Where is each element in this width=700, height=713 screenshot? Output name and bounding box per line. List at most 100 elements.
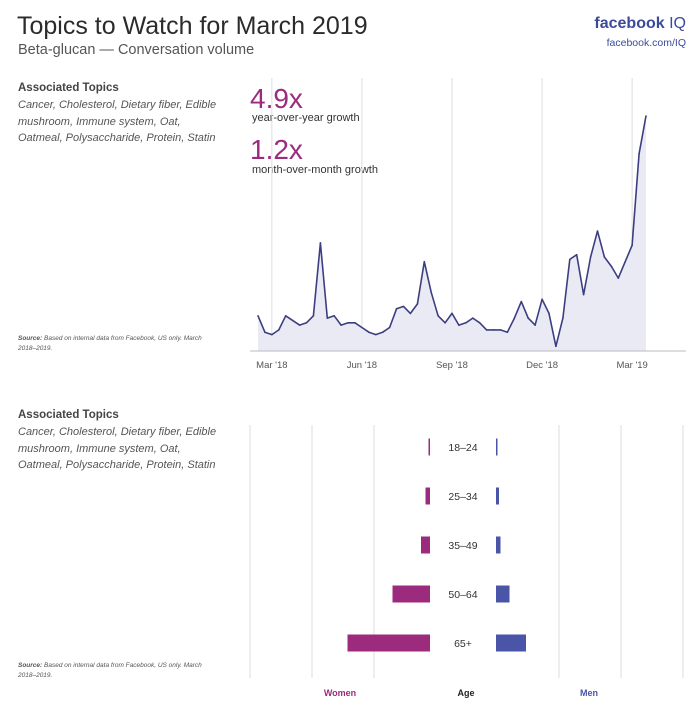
data-point bbox=[291, 319, 294, 322]
source-label: Source: bbox=[18, 335, 43, 342]
data-point bbox=[485, 329, 488, 331]
data-point bbox=[368, 331, 370, 334]
data-point bbox=[444, 322, 446, 324]
data-point bbox=[375, 333, 377, 336]
data-point bbox=[437, 315, 439, 317]
x-tick-label: Sep '18 bbox=[436, 360, 468, 371]
age-category-label: 25–34 bbox=[448, 491, 477, 503]
women-bar bbox=[421, 536, 430, 554]
data-point bbox=[395, 307, 398, 310]
data-point bbox=[617, 277, 620, 279]
page-title: Topics to Watch for March 2019 bbox=[17, 12, 368, 40]
men-bar bbox=[496, 634, 526, 652]
men-bar bbox=[496, 438, 498, 456]
men-bar bbox=[496, 487, 499, 505]
women-bar bbox=[392, 585, 430, 603]
data-point bbox=[451, 312, 453, 315]
data-point bbox=[645, 115, 647, 117]
data-point bbox=[638, 152, 640, 155]
source-text: Based on internal data from Facebook, US… bbox=[18, 335, 202, 352]
data-point bbox=[333, 315, 336, 317]
mom-growth-value: 1.2x bbox=[250, 134, 303, 165]
source-note-2: Source: Based on internal data from Face… bbox=[18, 661, 218, 680]
volume-area bbox=[258, 116, 646, 351]
associated-topics-list-2: Cancer, Cholesterol, Dietary fiber, Edib… bbox=[18, 426, 217, 471]
brand-logo[interactable]: facebook IQ bbox=[594, 15, 686, 33]
data-point bbox=[555, 345, 557, 348]
source-text: Based on internal data from Facebook, US… bbox=[18, 662, 202, 679]
axis-label-age: Age bbox=[457, 688, 474, 698]
legend-women: Women bbox=[324, 688, 356, 698]
legend-men: Men bbox=[580, 688, 598, 698]
data-point bbox=[278, 329, 280, 331]
data-point bbox=[326, 317, 329, 319]
data-point bbox=[478, 322, 481, 324]
women-bar bbox=[347, 634, 430, 652]
source-label: Source: bbox=[18, 662, 43, 669]
age-bar-chart: 18–24 25–34 35–49 50–64 65+ Women Age Men bbox=[249, 425, 684, 698]
data-point bbox=[416, 303, 419, 305]
associated-topics-list-1: Cancer, Cholesterol, Dietary fiber, Edib… bbox=[18, 99, 217, 144]
data-point bbox=[562, 317, 564, 319]
data-point bbox=[264, 331, 266, 334]
data-point bbox=[520, 300, 523, 303]
data-point bbox=[271, 333, 273, 336]
data-point bbox=[361, 326, 363, 329]
yoy-growth-label: year-over-year growth bbox=[252, 112, 360, 124]
data-point bbox=[340, 324, 342, 326]
data-point bbox=[423, 260, 426, 263]
data-point bbox=[527, 317, 529, 319]
x-tick-label: Jun '18 bbox=[347, 360, 377, 371]
x-tick-label: Mar '18 bbox=[256, 360, 287, 371]
men-bar bbox=[496, 536, 501, 554]
data-point bbox=[257, 315, 259, 317]
data-point bbox=[499, 329, 502, 331]
women-bar bbox=[425, 487, 430, 505]
age-category-label: 65+ bbox=[454, 638, 472, 650]
data-point bbox=[569, 258, 571, 261]
brand-url-link[interactable]: facebook.com/IQ bbox=[606, 37, 686, 49]
volume-line-chart: Mar '18 Jun '18 Sep '18 Dec '18 Mar '19 bbox=[250, 78, 686, 371]
mom-growth-label: month-over-month growth bbox=[252, 164, 378, 176]
associated-topics-heading-1: Associated Topics bbox=[18, 82, 119, 94]
data-point bbox=[284, 315, 287, 317]
brand-name: facebook bbox=[594, 15, 665, 32]
data-point bbox=[312, 315, 315, 317]
data-point bbox=[624, 260, 626, 263]
associated-topics-heading-2: Associated Topics bbox=[18, 409, 119, 421]
data-point bbox=[298, 324, 301, 326]
data-point bbox=[347, 322, 349, 324]
data-point bbox=[506, 331, 509, 334]
data-point bbox=[575, 253, 578, 256]
data-point bbox=[582, 293, 585, 296]
page-subtitle: Beta-glucan — Conversation volume bbox=[18, 42, 255, 58]
brand-suffix: IQ bbox=[669, 15, 686, 32]
data-point bbox=[388, 326, 391, 329]
age-category-label: 18–24 bbox=[448, 442, 477, 454]
data-point bbox=[513, 317, 516, 319]
age-category-label: 50–64 bbox=[448, 589, 477, 601]
data-point bbox=[354, 322, 356, 324]
data-point bbox=[631, 244, 633, 247]
x-tick-label: Dec '18 bbox=[526, 360, 558, 371]
women-bar bbox=[428, 438, 430, 456]
source-note-1: Source: Based on internal data from Face… bbox=[18, 334, 218, 353]
data-point bbox=[541, 298, 543, 301]
men-bar bbox=[496, 585, 510, 603]
data-point bbox=[430, 291, 433, 294]
data-point bbox=[319, 242, 322, 244]
data-point bbox=[465, 322, 467, 324]
data-point bbox=[596, 230, 599, 232]
x-tick-label: Mar '19 bbox=[616, 360, 647, 371]
data-point bbox=[492, 329, 495, 331]
data-point bbox=[381, 331, 384, 334]
data-point bbox=[472, 317, 474, 319]
data-point bbox=[305, 322, 308, 324]
data-point bbox=[548, 312, 550, 315]
data-point bbox=[603, 256, 606, 258]
data-point bbox=[402, 305, 405, 308]
age-category-label: 35–49 bbox=[448, 540, 477, 552]
data-point bbox=[589, 256, 592, 258]
data-point bbox=[534, 324, 536, 326]
data-point bbox=[458, 324, 460, 326]
